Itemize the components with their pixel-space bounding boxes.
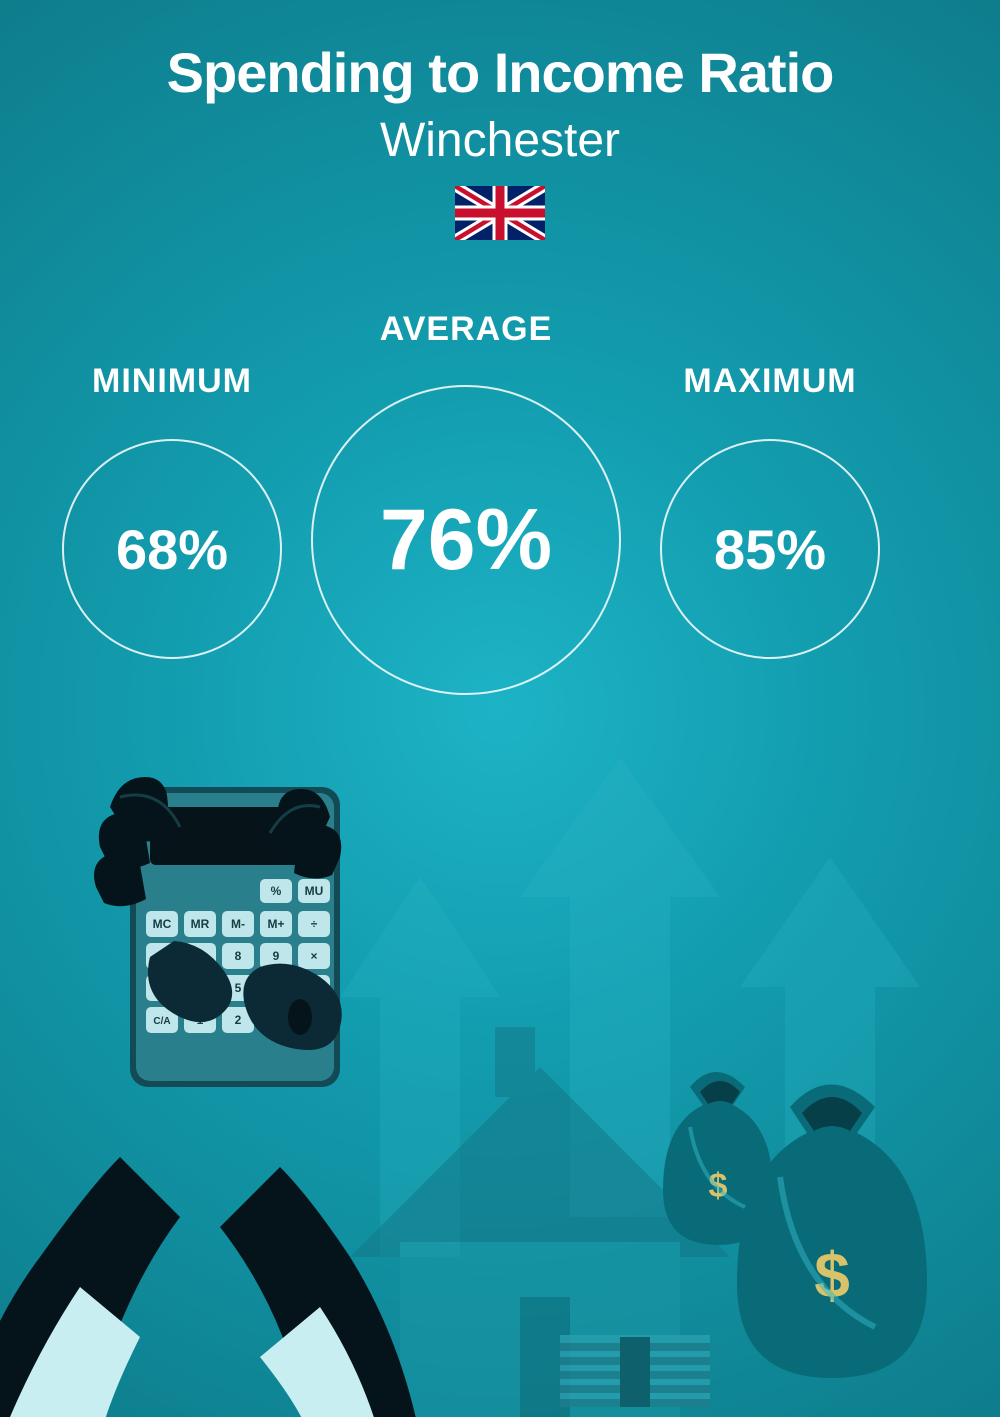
svg-text:MR: MR xyxy=(191,917,210,931)
svg-text:M+: M+ xyxy=(267,917,284,931)
svg-text:9: 9 xyxy=(273,949,280,963)
illustration-svg: $ $ xyxy=(0,697,1000,1417)
hands-calculator-icon: % MU MC MR M- M+ ÷ +/- 7 xyxy=(0,777,420,1417)
stat-minimum-circle: 68% xyxy=(62,439,282,659)
stat-average-value: 76% xyxy=(380,491,552,590)
stat-maximum-label: MAXIMUM xyxy=(660,362,880,401)
stat-minimum-label: MINIMUM xyxy=(62,362,282,401)
infographic-canvas: Spending to Income Ratio Winchester MINI… xyxy=(0,0,1000,1417)
svg-text:2: 2 xyxy=(235,1013,242,1027)
stat-average: AVERAGE 76% xyxy=(311,300,621,695)
stat-maximum-value: 85% xyxy=(714,517,826,582)
svg-text:%: % xyxy=(271,884,282,898)
svg-text:MC: MC xyxy=(153,917,172,931)
page-title: Spending to Income Ratio xyxy=(0,0,1000,105)
moneybag-large-icon: $ xyxy=(737,1085,927,1379)
illustration-layer: $ $ xyxy=(0,697,1000,1417)
stat-average-circle: 76% xyxy=(311,385,621,695)
svg-text:C/A: C/A xyxy=(153,1016,170,1027)
stat-minimum: MINIMUM 68% xyxy=(62,300,282,659)
stat-minimum-value: 68% xyxy=(116,517,228,582)
stat-maximum: MAXIMUM 85% xyxy=(660,300,880,659)
uk-flag-icon xyxy=(455,186,545,240)
svg-text:÷: ÷ xyxy=(311,917,318,931)
svg-text:$: $ xyxy=(814,1239,850,1311)
cash-stack-icon xyxy=(560,1335,710,1407)
location-subtitle: Winchester xyxy=(0,113,1000,168)
svg-text:MU: MU xyxy=(305,884,324,898)
svg-text:×: × xyxy=(310,949,317,963)
svg-text:M-: M- xyxy=(231,917,245,931)
stat-average-label: AVERAGE xyxy=(311,310,621,349)
stat-maximum-circle: 85% xyxy=(660,439,880,659)
svg-text:5: 5 xyxy=(235,981,242,995)
svg-text:8: 8 xyxy=(235,949,242,963)
stats-row: MINIMUM 68% AVERAGE 76% MAXIMUM 85% xyxy=(0,300,1000,720)
